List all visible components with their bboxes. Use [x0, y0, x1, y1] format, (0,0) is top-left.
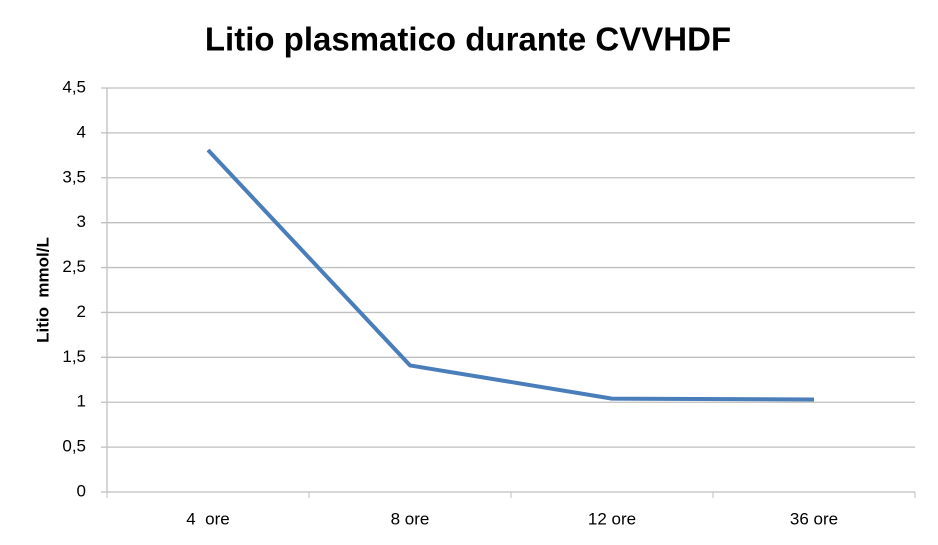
y-tick-label: 0,5	[62, 437, 86, 456]
y-tick-label: 0	[77, 481, 86, 500]
y-tick-label: 2,5	[62, 257, 86, 276]
y-axis-label: Litio mmol/L	[33, 237, 52, 343]
y-tick-label: 1,5	[62, 347, 86, 366]
x-tick-label: 4 ore	[186, 509, 229, 528]
y-tick-label: 1	[77, 392, 86, 411]
y-tick-label: 2	[77, 302, 86, 321]
x-tick-label: 8 ore	[391, 509, 430, 528]
y-tick-label: 3	[77, 212, 86, 231]
x-tick-label: 12 ore	[588, 509, 636, 528]
y-tick-label: 3,5	[62, 167, 86, 186]
data-line	[206, 148, 815, 402]
x-tick-label: 36 ore	[790, 509, 838, 528]
y-tick-label: 4	[77, 122, 86, 141]
chart-title: Litio plasmatico durante CVVHDF	[205, 21, 731, 58]
y-tick-label: 4,5	[62, 77, 86, 96]
